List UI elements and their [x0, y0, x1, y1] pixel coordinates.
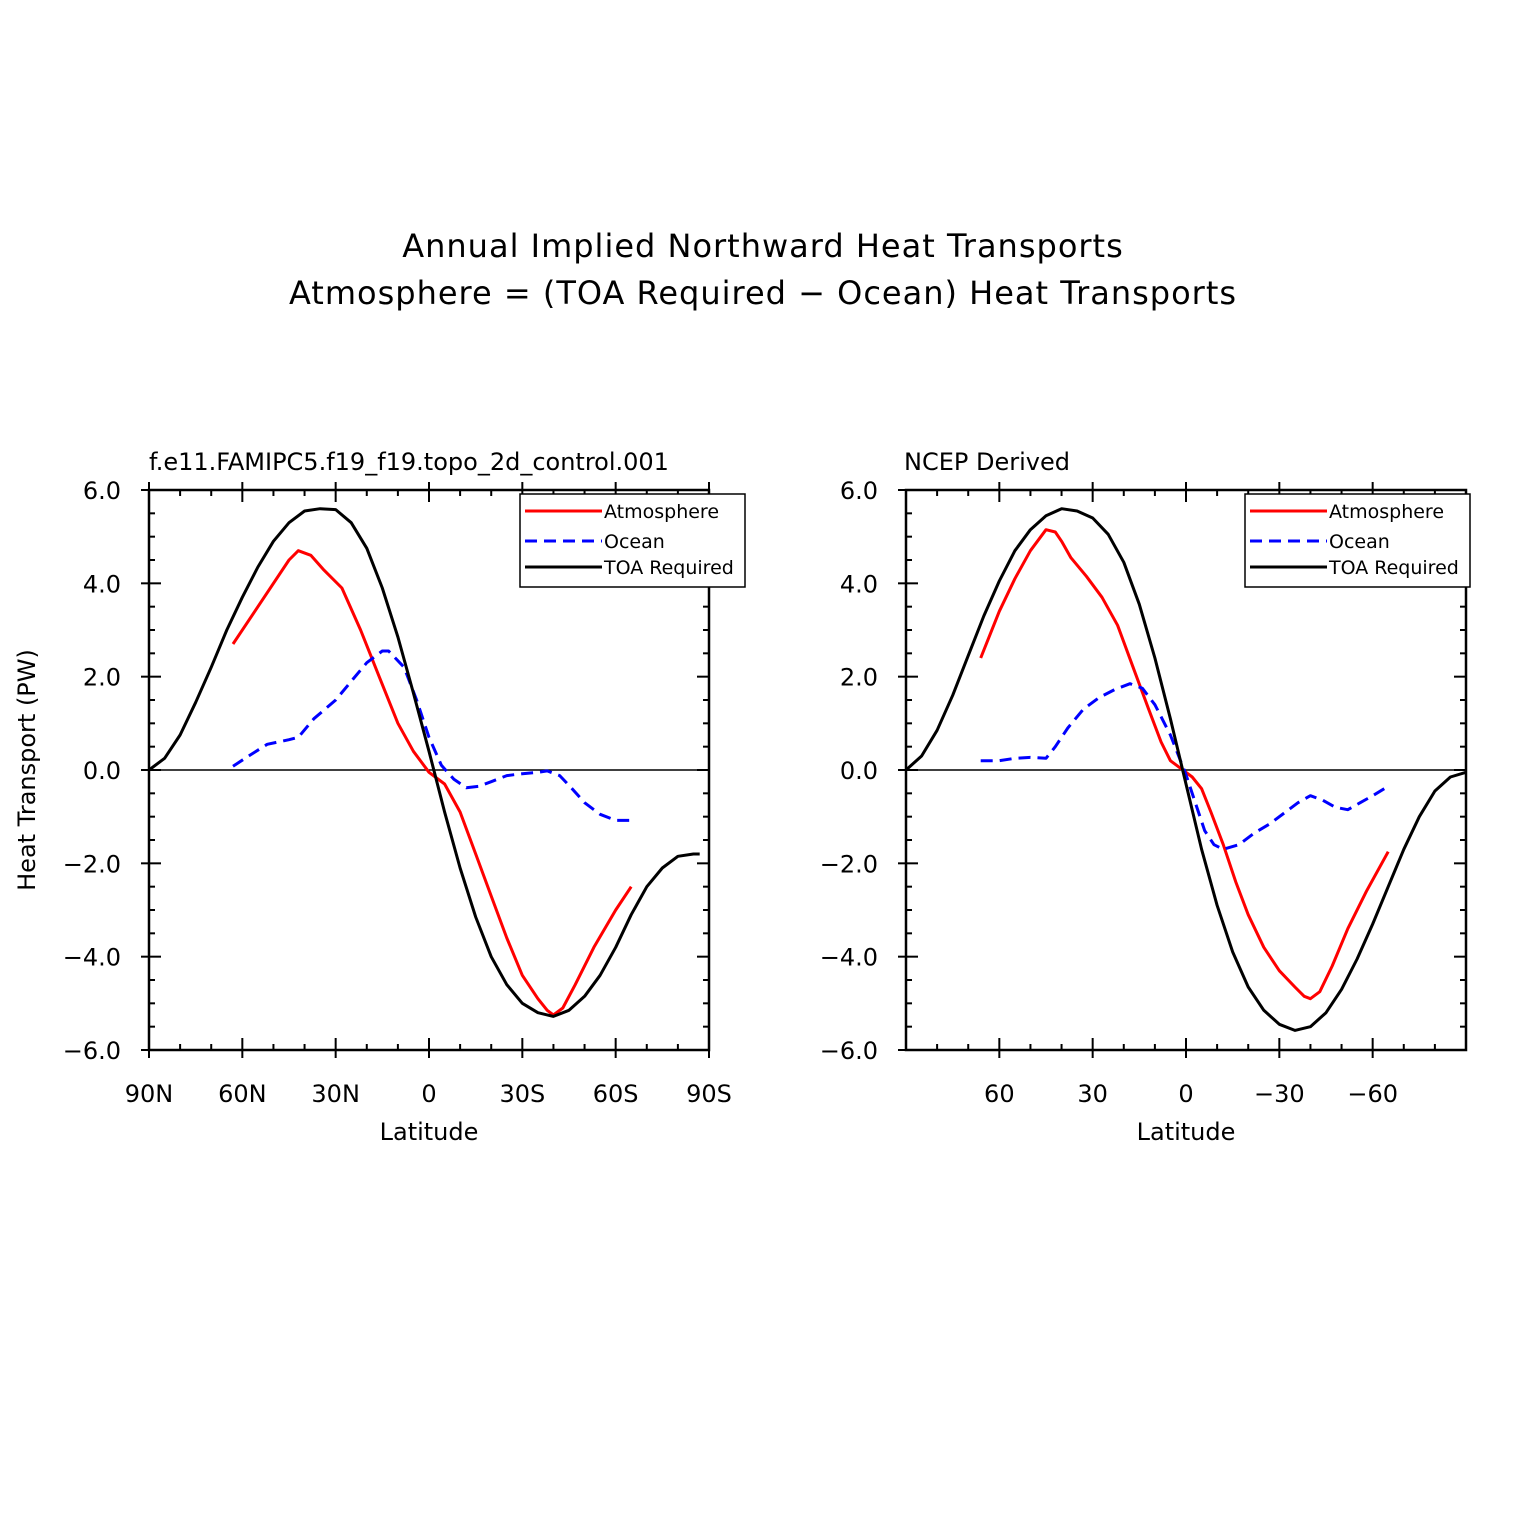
x-axis-label: Latitude [380, 1118, 479, 1146]
series-toa-required [904, 507, 1467, 1032]
panel-ncep: NCEP Derived 6.0 4.0 2.0 0.0 −2.0 −4.0 −6.0 60 30… [820, 448, 1471, 1146]
legend-entry: TOA Required [1328, 557, 1459, 579]
x-tick-label: 30 [1077, 1080, 1108, 1108]
y-tick-label: 6.0 [840, 477, 878, 505]
y-tick-label: −6.0 [820, 1037, 878, 1065]
x-tick-label: 90N [125, 1080, 174, 1108]
panel-model: f.e11.FAMIPC5.f19_f19.topo_2d_control.00… [13, 448, 746, 1146]
y-tick-label: 2.0 [840, 664, 878, 692]
panel-label: f.e11.FAMIPC5.f19_f19.topo_2d_control.00… [149, 448, 669, 476]
y-tick-label: 0.0 [840, 757, 878, 785]
x-tick-label: 30N [311, 1080, 360, 1108]
figure-title-line-1: Annual Implied Northward Heat Transports [402, 227, 1124, 265]
x-tick-label: 30S [499, 1080, 545, 1108]
x-tick-label: 60N [218, 1080, 267, 1108]
y-tick-label: 0.0 [83, 757, 121, 785]
y-tick-label: −4.0 [820, 944, 878, 972]
y-axis-label: Heat Transport (PW) [13, 649, 41, 891]
x-tick-label: 90S [686, 1080, 732, 1108]
series-toa-required [148, 507, 700, 1018]
y-tick-label: 6.0 [83, 477, 121, 505]
figure-title-line-2: Atmosphere = (TOA Required − Ocean) Heat… [289, 274, 1237, 312]
y-tick-label: −2.0 [63, 850, 121, 878]
x-tick-label: 60S [593, 1080, 639, 1108]
series-ocean [232, 649, 632, 822]
x-tick-label: −30 [1254, 1080, 1305, 1108]
y-tick-label: 4.0 [83, 570, 121, 598]
x-axis-label: Latitude [1137, 1118, 1236, 1146]
series-ocean [980, 682, 1389, 851]
x-tick-label: −60 [1347, 1080, 1398, 1108]
legend-entry: Ocean [1329, 531, 1390, 553]
y-tick-label: −4.0 [63, 944, 121, 972]
panel-label: NCEP Derived [904, 448, 1070, 476]
legend-entry: Atmosphere [604, 501, 719, 523]
y-tick-label: 4.0 [840, 570, 878, 598]
x-tick-label: 60 [984, 1080, 1015, 1108]
y-tick-label: −6.0 [63, 1037, 121, 1065]
legend-entry: Atmosphere [1329, 501, 1444, 523]
legend-entry: Ocean [604, 531, 665, 553]
y-tick-label: −2.0 [820, 850, 878, 878]
series-atmosphere [979, 528, 1390, 1001]
y-tick-label: 2.0 [83, 664, 121, 692]
legend-entry: TOA Required [603, 557, 734, 579]
x-tick-label: 0 [1178, 1080, 1193, 1108]
x-tick-label: 0 [421, 1080, 436, 1108]
series-atmosphere [231, 549, 633, 1017]
